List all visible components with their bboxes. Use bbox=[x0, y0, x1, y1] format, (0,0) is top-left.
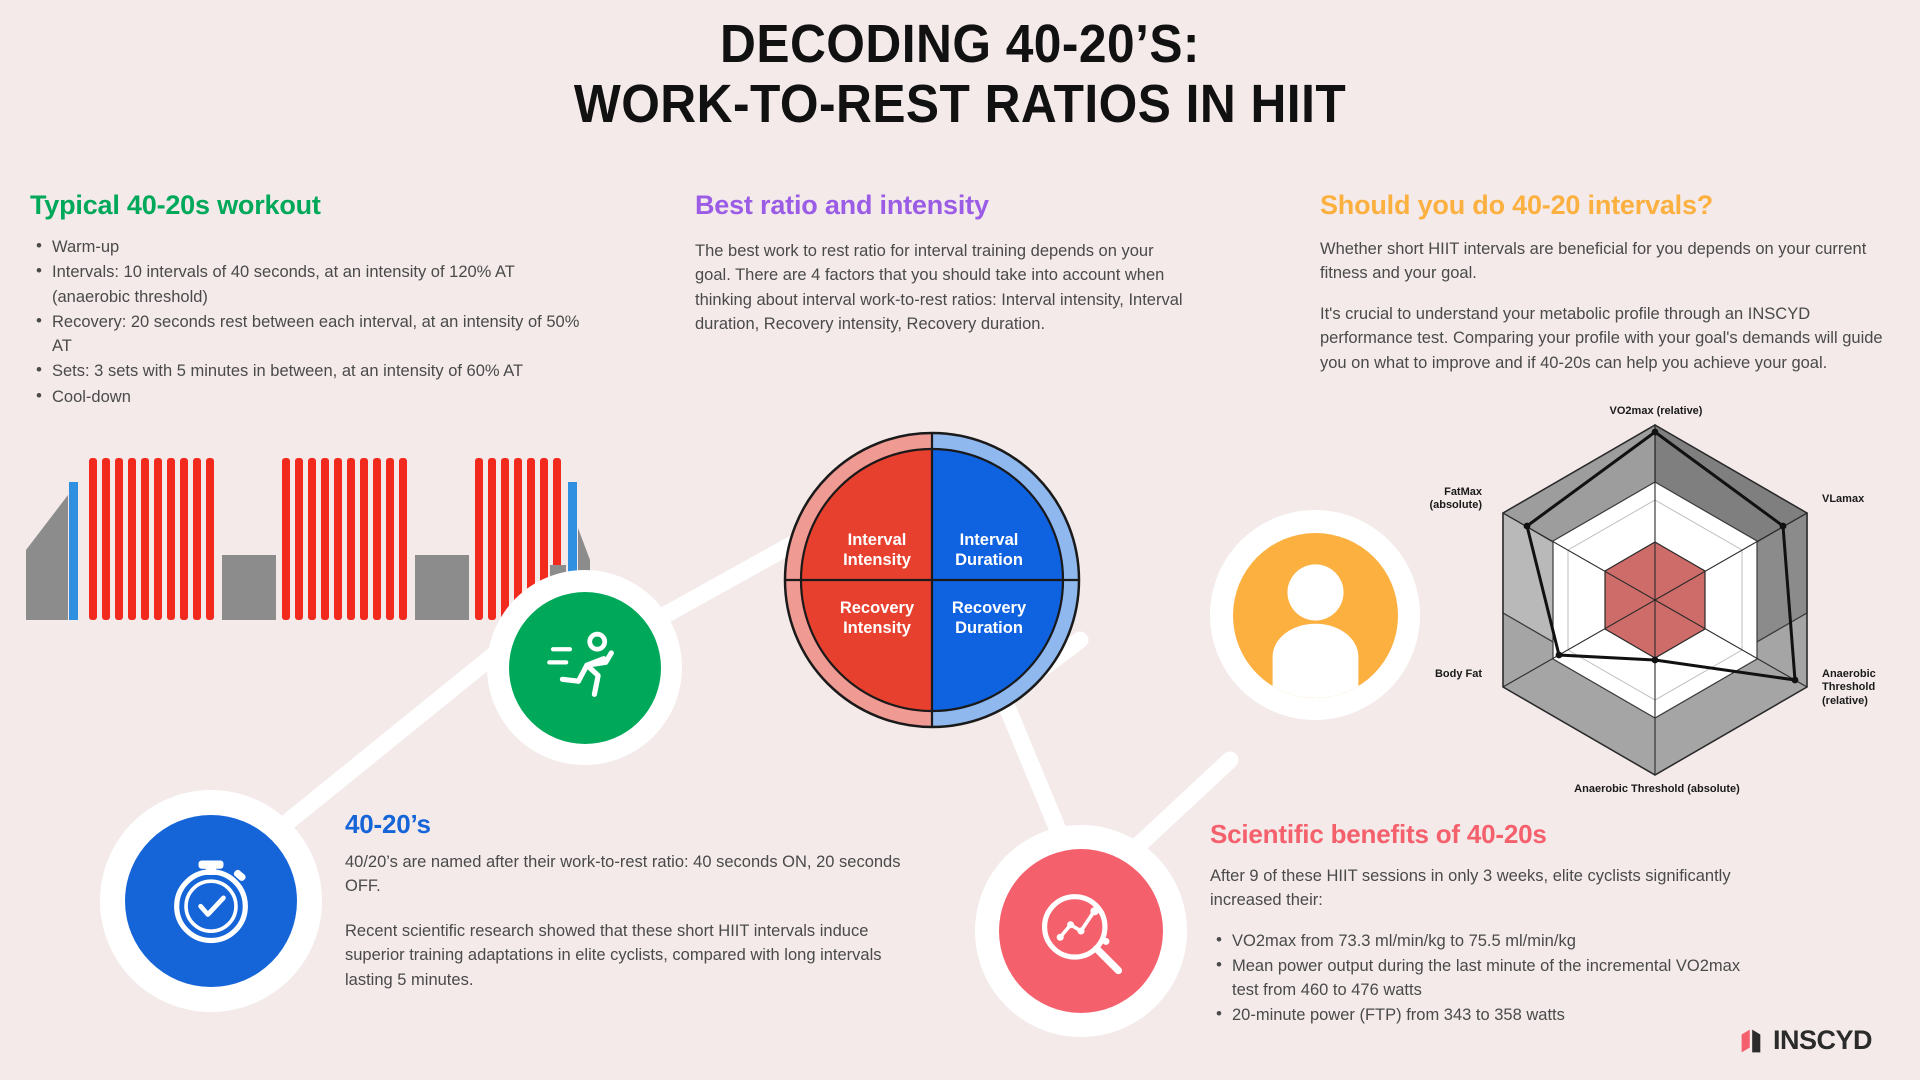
person-icon bbox=[1272, 563, 1358, 698]
inscyd-logo-text: INSCYD bbox=[1772, 1025, 1873, 1055]
inscyd-logo-mark bbox=[1741, 1029, 1761, 1052]
list-item: VO2max from 73.3 ml/min/kg to 75.5 ml/mi… bbox=[1210, 928, 1770, 953]
list-item: Warm-up bbox=[30, 234, 590, 259]
badge-stopwatch bbox=[100, 790, 322, 1012]
scientific-benefits-heading: Scientific benefits of 40-20s bbox=[1210, 819, 1547, 849]
radar-label-anaerobic-threshold-absolute: Anaerobic Threshold (absolute) bbox=[1574, 783, 1740, 795]
list-item: Intervals: 10 intervals of 40 seconds, a… bbox=[30, 259, 590, 309]
scientific-benefits-paragraph: After 9 of these HIIT sessions in only 3… bbox=[1210, 866, 1731, 910]
section-scientific-benefits: Scientific benefits of 40-20s After 9 of… bbox=[1210, 819, 1770, 1029]
radar-label-vlamax: VLamax bbox=[1822, 493, 1865, 505]
workout-interval-chart bbox=[26, 458, 566, 620]
runner-icon bbox=[546, 631, 614, 697]
best-ratio-heading: Best ratio and intensity bbox=[695, 190, 989, 220]
forty-twenty-paragraph-2: Recent scientific research showed that t… bbox=[345, 921, 882, 989]
section-should-you: Should you do 40-20 intervals? Whether s… bbox=[1320, 190, 1890, 375]
radar-label-fatmax-absolute: FatMax (absolute) bbox=[1429, 486, 1482, 512]
list-item: Mean power output during the last minute… bbox=[1210, 953, 1770, 1003]
badge-runner bbox=[487, 570, 682, 765]
badge-analysis bbox=[975, 825, 1187, 1037]
forty-twenty-paragraph-1: 40/20’s are named after their work-to-re… bbox=[345, 852, 901, 896]
quadrant-recovery-intensity: Recovery Intensity bbox=[839, 599, 915, 638]
quadrant-interval-duration: Interval Duration bbox=[955, 531, 1023, 570]
section-best-ratio: Best ratio and intensity The best work t… bbox=[695, 190, 1185, 337]
title-line-2: WORK-TO-REST RATIOS IN HIIT bbox=[573, 74, 1347, 135]
radar-label-body-fat: Body Fat bbox=[1434, 668, 1482, 680]
section-forty-twenty: 40-20’s 40/20’s are named after their wo… bbox=[345, 809, 905, 992]
list-item: Recovery: 20 seconds rest between each i… bbox=[30, 309, 590, 359]
should-you-heading: Should you do 40-20 intervals? bbox=[1320, 190, 1714, 220]
should-you-paragraph-1: Whether short HIIT intervals are benefic… bbox=[1320, 240, 1867, 283]
analysis-magnifier-icon bbox=[1042, 894, 1123, 975]
title-line-1: DECODING 40-20’S: bbox=[720, 14, 1200, 74]
radar-label-anaerobic-threshold-relative: Anaerobic Threshold (relative) bbox=[1822, 668, 1876, 707]
list-item: Cool-down bbox=[30, 384, 590, 409]
badge-person bbox=[1210, 510, 1420, 720]
page-title: DECODING 40-20’S: WORK-TO-REST RATIOS IN… bbox=[0, 14, 1920, 135]
typical-workout-bullets: Warm-up Intervals: 10 intervals of 40 se… bbox=[30, 234, 590, 409]
quadrant-interval-intensity: Interval Intensity bbox=[843, 531, 911, 570]
scientific-benefits-bullets: VO2max from 73.3 ml/min/kg to 75.5 ml/mi… bbox=[1210, 928, 1770, 1028]
quadrant-recovery-duration: Recovery Duration bbox=[951, 599, 1027, 638]
best-ratio-paragraph: The best work to rest ratio for interval… bbox=[695, 242, 1183, 334]
forty-twenty-heading: 40-20’s bbox=[345, 809, 431, 839]
inscyd-logo: INSCYD bbox=[1740, 1025, 1873, 1056]
stopwatch-icon bbox=[174, 860, 248, 944]
list-item: Sets: 3 sets with 5 minutes in between, … bbox=[30, 358, 590, 383]
radar-label-vo2max-relative: VO2max (relative) bbox=[1609, 405, 1703, 417]
work-to-rest-quadrant-diagram: Interval Intensity Interval Duration Rec… bbox=[782, 430, 1082, 730]
metabolic-profile-radar-chart: VO2max (relative) VLamax Anaerobic Thres… bbox=[1400, 390, 1910, 810]
typical-workout-heading: Typical 40-20s workout bbox=[30, 190, 321, 220]
list-item: 20-minute power (FTP) from 343 to 358 wa… bbox=[1210, 1002, 1770, 1027]
should-you-paragraph-2: It's crucial to understand your metaboli… bbox=[1320, 304, 1883, 372]
section-typical-workout: Typical 40-20s workout Warm-up Intervals… bbox=[26, 190, 590, 620]
